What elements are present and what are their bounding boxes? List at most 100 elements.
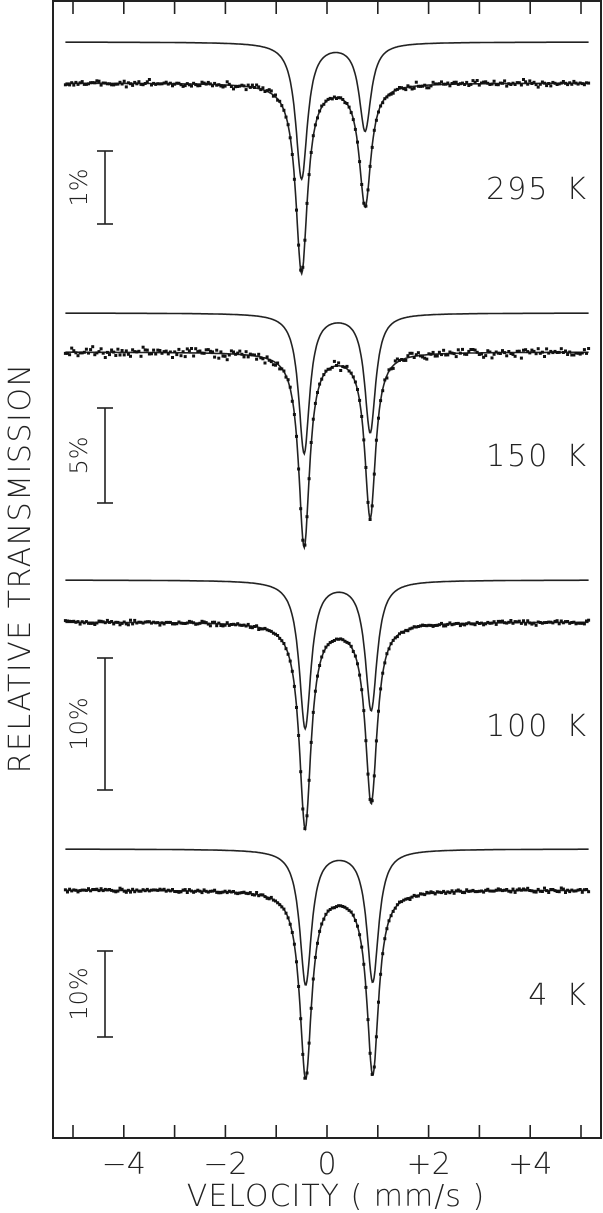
data-point: [337, 904, 341, 908]
x-tick-label: +2: [406, 1147, 450, 1182]
data-point: [412, 625, 416, 629]
data-point: [530, 622, 534, 626]
data-point: [194, 622, 198, 626]
data-point: [271, 363, 275, 367]
data-point: [187, 888, 191, 892]
data-point: [328, 367, 332, 371]
data-point: [391, 91, 395, 95]
data-point: [135, 888, 139, 892]
data-point: [526, 82, 530, 86]
data-point: [576, 351, 580, 355]
data-point: [412, 86, 416, 90]
data-point: [326, 97, 330, 101]
data-point: [332, 639, 336, 642]
data-point: [488, 621, 492, 625]
data-point: [335, 364, 338, 367]
data-point: [335, 905, 338, 909]
data-point: [351, 375, 355, 379]
data-point: [246, 83, 250, 87]
data-point: [274, 632, 277, 636]
data-point: [498, 81, 502, 85]
data-point: [440, 80, 443, 84]
data-point: [484, 888, 488, 892]
data-point: [282, 907, 286, 911]
data-point: [160, 621, 164, 625]
data-point: [574, 889, 578, 893]
data-point: [219, 624, 223, 627]
data-point: [173, 622, 177, 626]
data-point: [337, 96, 341, 100]
data-point: [379, 104, 383, 108]
data-point: [259, 356, 263, 360]
data-point: [177, 347, 181, 351]
data-point: [379, 399, 383, 403]
data-point: [282, 108, 286, 112]
data-point: [429, 623, 433, 627]
data-point: [158, 349, 162, 352]
data-point: [118, 886, 122, 890]
data-point: [326, 367, 330, 371]
data-point: [429, 84, 433, 88]
data-point: [238, 891, 242, 895]
data-point: [496, 619, 500, 623]
data-point: [410, 351, 414, 355]
data-point: [549, 349, 553, 353]
data-point: [253, 86, 256, 89]
data-point: [171, 888, 174, 891]
data-point: [574, 351, 578, 355]
data-point: [353, 380, 357, 384]
data-point: [269, 89, 273, 93]
data-point: [547, 620, 551, 624]
data-point: [253, 625, 256, 628]
data-point: [351, 650, 355, 653]
data-point: [480, 621, 483, 625]
data-point: [467, 349, 471, 353]
data-point: [576, 621, 580, 625]
data-point: [166, 888, 170, 892]
data-point: [568, 621, 572, 625]
data-point: [120, 82, 124, 86]
data-point: [238, 84, 242, 88]
data-point: [322, 373, 326, 377]
data-point: [419, 892, 422, 896]
data-point: [561, 351, 565, 354]
data-point: [211, 889, 214, 893]
data-point: [503, 621, 507, 625]
data-point: [108, 353, 111, 357]
data-point: [408, 627, 412, 631]
data-point: [316, 116, 319, 120]
data-point: [358, 933, 362, 937]
data-point: [202, 620, 206, 624]
data-point: [278, 367, 282, 371]
data-point: [505, 84, 509, 88]
data-point: [339, 637, 343, 641]
data-point: [580, 621, 584, 625]
data-point: [416, 351, 420, 355]
spectrum-panel-150k: 5% 150 K: [63, 312, 591, 551]
data-point: [66, 619, 69, 623]
data-point: [292, 413, 296, 416]
data-point: [242, 623, 246, 627]
data-point: [78, 81, 82, 85]
data-point: [248, 85, 252, 89]
data-point: [440, 621, 443, 625]
data-point: [454, 889, 458, 893]
spectrum-panel-100k: 10% 100 K: [63, 579, 591, 832]
data-point: [448, 84, 452, 88]
data-point: [263, 626, 267, 630]
data-point: [465, 80, 469, 84]
data-point: [412, 893, 416, 897]
data-point: [332, 359, 336, 363]
data-point: [572, 620, 576, 624]
data-point: [454, 622, 458, 625]
data-point: [534, 352, 538, 356]
data-point: [538, 889, 542, 893]
data-point: [190, 889, 193, 893]
data-point: [261, 893, 265, 897]
data-point: [442, 82, 446, 86]
data-point: [204, 889, 208, 893]
data-point: [66, 351, 69, 355]
data-point: [156, 621, 160, 625]
data-point: [444, 353, 448, 357]
data-point: [469, 889, 473, 893]
